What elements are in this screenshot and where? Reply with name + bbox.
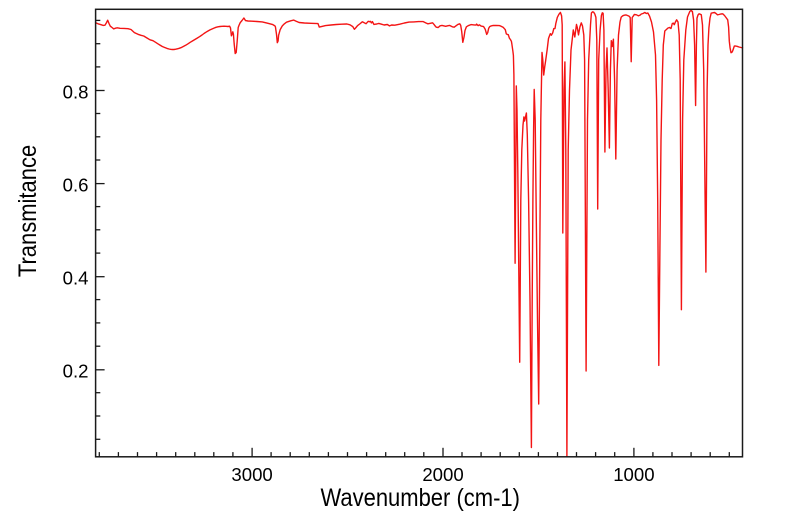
svg-text:3000: 3000	[231, 464, 272, 485]
svg-text:1000: 1000	[613, 464, 654, 485]
svg-text:0.2: 0.2	[63, 361, 89, 382]
svg-text:0.4: 0.4	[63, 268, 89, 289]
svg-text:2000: 2000	[422, 464, 463, 485]
svg-text:Wavenumber (cm-1): Wavenumber (cm-1)	[320, 484, 520, 512]
svg-text:0.6: 0.6	[63, 174, 89, 195]
svg-text:0.8: 0.8	[63, 81, 89, 102]
svg-text:Transmitance: Transmitance	[14, 145, 42, 277]
